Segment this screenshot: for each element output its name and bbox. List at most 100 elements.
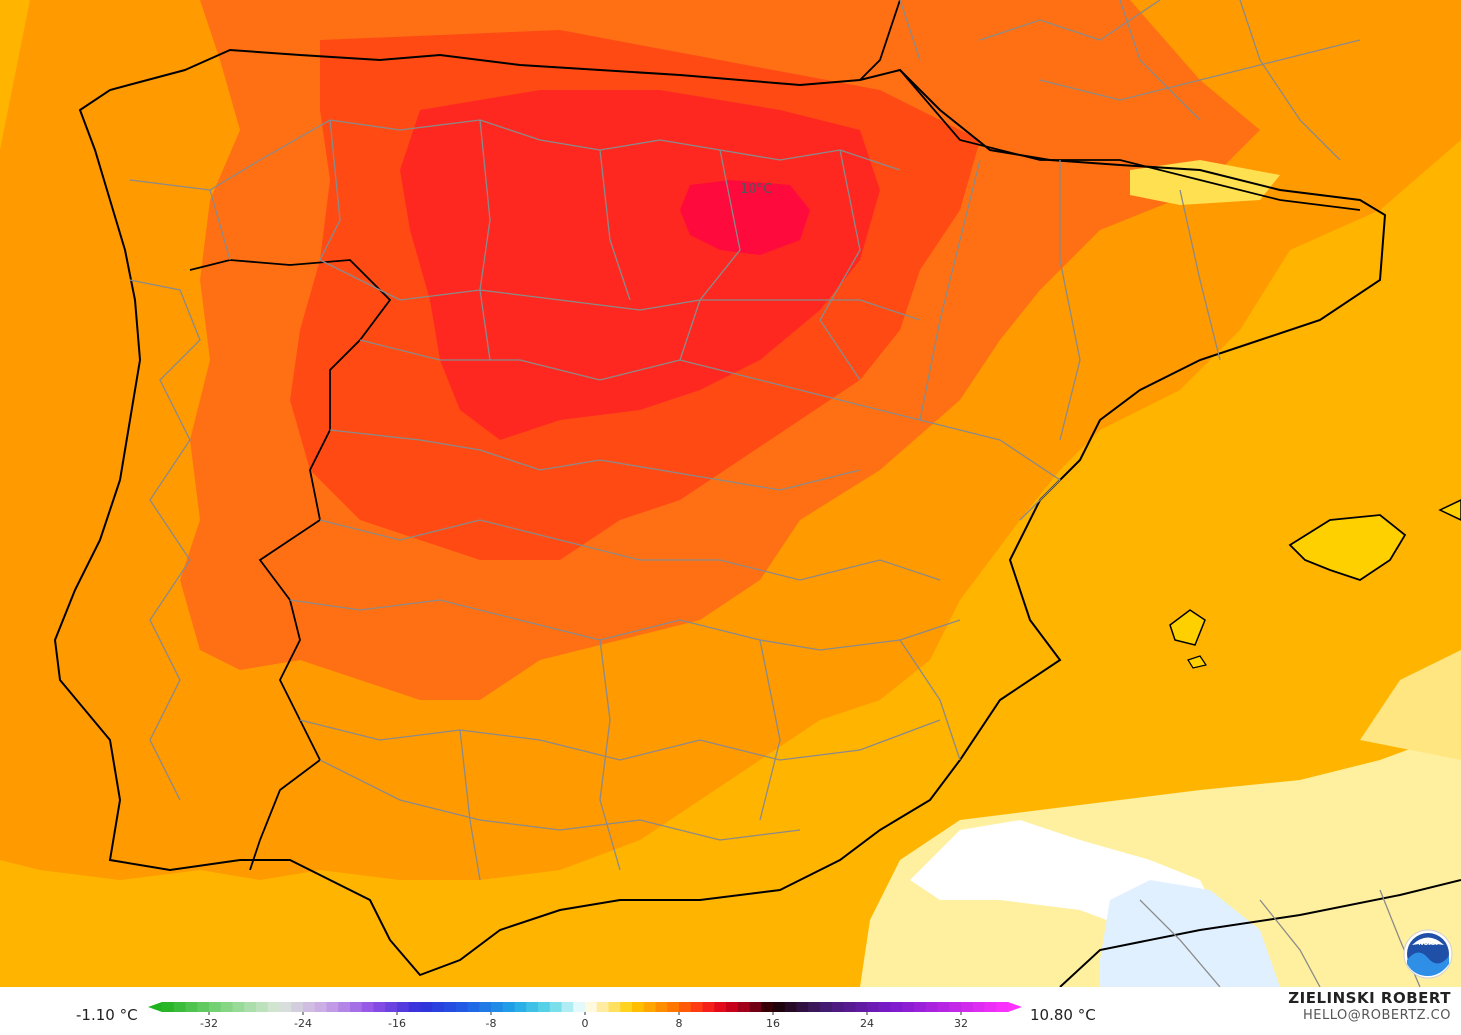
center-temperature-label: 10°C [740, 182, 772, 197]
colorbar-swatch [914, 1002, 927, 1012]
colorbar-swatch [655, 1002, 668, 1012]
min-value-label: -1.10 °C [76, 1006, 138, 1024]
colorbar-swatch [949, 1002, 962, 1012]
province-boundaries [129, 0, 1421, 987]
colorbar-swatch [173, 1002, 187, 1012]
colorbar-swatch [432, 1002, 445, 1012]
island-menorca [1438, 499, 1461, 521]
max-value-label: 10.80 °C [1030, 1006, 1096, 1024]
border-france-spain [859, 0, 1361, 211]
colorbar-swatch [467, 1002, 480, 1012]
contour-pale-yellow-zone [860, 730, 1461, 987]
credit-name: ZIELINSKI ROBERT [1288, 989, 1451, 1007]
colorbar-swatch [984, 1002, 997, 1012]
colorbar-swatch [162, 1002, 175, 1012]
colorbar-swatch [526, 1002, 539, 1012]
colorbar-swatch [667, 1002, 680, 1012]
colorbar-swatch [314, 1002, 328, 1012]
contour-pale-yellow-zone-east [1360, 650, 1461, 760]
temperature-map: 10°C NOAA [0, 0, 1461, 987]
colorbar-tick-label: 8 [676, 1017, 683, 1028]
colorbar-swatch [549, 1002, 563, 1012]
colorbar-tick-label: -8 [486, 1017, 497, 1028]
colorbar-swatch [291, 1002, 304, 1012]
colorbar-swatch [996, 1002, 1009, 1012]
legend-footer: -1.10 °C -32 -24 -16 -8 0 8 16 24 32 10.80 °C ZI… [0, 987, 1461, 1035]
colorbar-swatch [902, 1002, 915, 1012]
colorbar-tick-label: -16 [388, 1017, 406, 1028]
colorbar-swatch [444, 1002, 457, 1012]
noaa-logo: NOAA [1403, 929, 1453, 979]
colorbar-swatch [702, 1002, 715, 1012]
colorbar-swatch [514, 1002, 527, 1012]
colorbar-swatch [185, 1002, 198, 1012]
colorbar-swatch [538, 1002, 551, 1012]
colorbar-swatch [279, 1002, 292, 1012]
colorbar-swatch [197, 1002, 210, 1012]
colorbar-swatch [679, 1002, 692, 1012]
colorbar-swatch [267, 1002, 281, 1012]
colorbar-swatch [491, 1002, 504, 1012]
colorbar-swatch [761, 1002, 774, 1012]
colorbar-swatch [867, 1002, 880, 1012]
colorbar-tick-label: 0 [582, 1017, 589, 1028]
colorbar-swatch [244, 1002, 257, 1012]
colorbar-ticks: -32 -24 -16 -8 0 8 16 24 32 [200, 1012, 968, 1028]
colorbar-swatch [690, 1002, 704, 1012]
colorbar-swatch [961, 1002, 974, 1012]
colorbar-tick-label: -24 [294, 1017, 312, 1028]
contour-peak [680, 180, 810, 255]
colorbar-swatch [749, 1002, 762, 1012]
colorbar-swatch [326, 1002, 339, 1012]
colorbar-swatch [385, 1002, 398, 1012]
colorbar-swatch [573, 1002, 586, 1012]
colorbar-swatch [585, 1002, 598, 1012]
colorbar-tick-label: 32 [954, 1017, 968, 1028]
contour-light-blue-zone [1100, 880, 1280, 987]
colorbar-swatches [148, 1002, 1022, 1012]
colorbar-swatch [972, 1002, 986, 1012]
colorbar-swatch [350, 1002, 363, 1012]
colorbar-swatch [338, 1002, 351, 1012]
colorbar-swatch [808, 1002, 821, 1012]
colorbar-swatch [831, 1002, 845, 1012]
coastline-iberia [53, 48, 1387, 977]
colorbar-swatch [620, 1002, 633, 1012]
colorbar-swatch [256, 1002, 269, 1012]
colorbar-swatch [937, 1002, 950, 1012]
colorbar-swatch [784, 1002, 798, 1012]
colorbar-swatch [925, 1002, 939, 1012]
colorbar-tick-label: 16 [766, 1017, 780, 1028]
credit-email: HELLO@ROBERTZ.CO [1302, 1008, 1451, 1023]
colorbar-swatch [608, 1002, 621, 1012]
colorbar-swatch [726, 1002, 739, 1012]
island-formentera [1187, 655, 1207, 669]
island-ibiza [1169, 609, 1206, 646]
colorbar-swatch [502, 1002, 516, 1012]
colorbar-swatch [209, 1002, 222, 1012]
colorbar-swatch [878, 1002, 892, 1012]
colorbar-swatch [220, 1002, 234, 1012]
colorbar-swatch [373, 1002, 386, 1012]
colorbar-swatch [796, 1002, 809, 1012]
noaa-logo-text: NOAA [1418, 940, 1438, 947]
colorbar-swatch [632, 1002, 645, 1012]
colorbar-swatch [408, 1002, 422, 1012]
colorbar-swatch [643, 1002, 657, 1012]
colorbar-swatch [420, 1002, 433, 1012]
colorbar-swatch [397, 1002, 410, 1012]
colorbar-swatch [232, 1002, 245, 1012]
colorbar-tick-label: -32 [200, 1017, 218, 1028]
colorbar-min-arrow [148, 1002, 162, 1012]
colorbar-swatch [737, 1002, 751, 1012]
colorbar-swatch [561, 1002, 574, 1012]
colorbar-swatch [303, 1002, 316, 1012]
island-mallorca [1288, 514, 1407, 581]
colorbar-swatch [361, 1002, 375, 1012]
colorbar-swatch [455, 1002, 469, 1012]
colorbar-tick-label: 24 [860, 1017, 874, 1028]
colorbar-swatch [596, 1002, 610, 1012]
coastline-north-africa [1059, 879, 1461, 987]
contour-red-core [400, 90, 880, 440]
colorbar-swatch [855, 1002, 868, 1012]
